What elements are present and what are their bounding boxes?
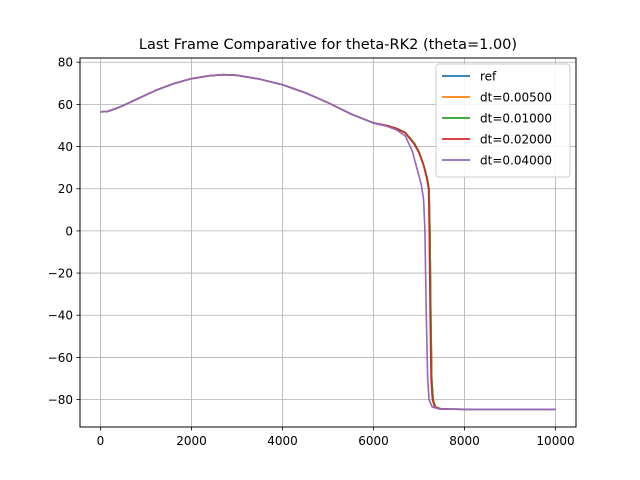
- y-tick-label: 0: [65, 224, 73, 238]
- x-tick-label: 0: [97, 434, 105, 448]
- legend-label: dt=0.04000: [480, 154, 552, 168]
- legend-box: [435, 63, 571, 178]
- chart-title: Last Frame Comparative for theta-RK2 (th…: [139, 37, 517, 53]
- x-tick-label: 4000: [267, 434, 298, 448]
- y-tick-label: 40: [58, 140, 73, 154]
- y-axis: −80 −60 −40 −20 0 20 40 60 80: [48, 56, 80, 407]
- x-axis: 0 2000 4000 6000 8000 10000: [97, 427, 575, 448]
- legend-label: dt=0.01000: [480, 112, 552, 126]
- y-tick-label: −80: [48, 393, 73, 407]
- plot-frame: [79, 57, 577, 428]
- y-tick-label: −60: [48, 351, 73, 365]
- y-tick-label: 80: [58, 56, 73, 70]
- x-tick-label: 6000: [358, 434, 389, 448]
- legend: ref dt=0.00500 dt=0.01000 dt=0.02000 dt=0.04…: [435, 63, 571, 178]
- y-tick-label: 60: [58, 98, 73, 112]
- x-tick-label: 10000: [536, 434, 574, 448]
- legend-label: dt=0.02000: [480, 133, 552, 147]
- x-tick-label: 2000: [176, 434, 207, 448]
- legend-label: ref: [480, 70, 497, 84]
- x-tick-label: 8000: [449, 434, 480, 448]
- series-lines: [100, 73, 556, 411]
- y-tick-label: 20: [58, 182, 73, 196]
- legend-label: dt=0.00500: [480, 91, 552, 105]
- y-tick-label: −40: [48, 309, 73, 323]
- series-line-dt=0.04000: [100, 73, 556, 411]
- y-tick-label: −20: [48, 267, 73, 281]
